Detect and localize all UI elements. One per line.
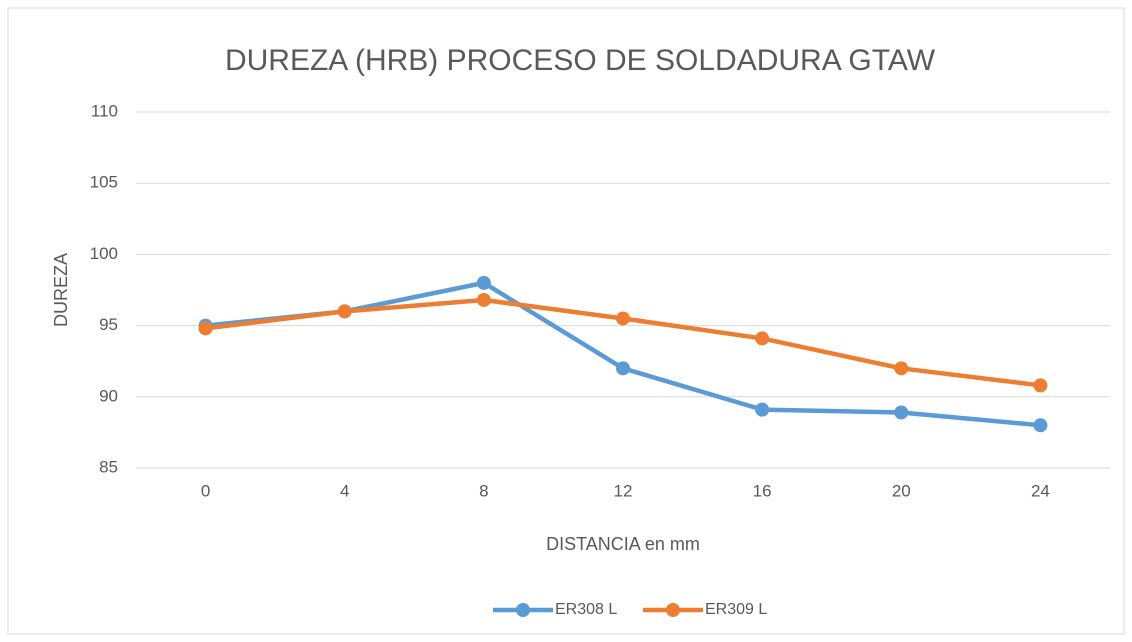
y-tick-label: 100 — [90, 244, 118, 263]
x-tick-label: 8 — [479, 481, 488, 500]
data-point — [894, 405, 909, 420]
x-tick-label: 24 — [1031, 481, 1050, 500]
y-axis-label: DUREZA — [51, 253, 71, 327]
chart-title: DUREZA (HRB) PROCESO DE SOLDADURA GTAW — [225, 44, 936, 77]
data-point — [337, 304, 352, 319]
data-point — [755, 402, 770, 417]
x-tick-label: 4 — [340, 481, 349, 500]
y-tick-label: 90 — [99, 386, 118, 405]
x-tick-label: 12 — [614, 481, 633, 500]
x-tick-label: 20 — [892, 481, 911, 500]
data-point — [1033, 378, 1048, 393]
x-tick-label: 16 — [753, 481, 772, 500]
data-point — [616, 311, 630, 326]
x-tick-label: 0 — [201, 481, 210, 500]
data-point — [476, 275, 491, 290]
y-tick-label: 110 — [91, 101, 118, 120]
data-point — [755, 331, 770, 346]
data-point — [1033, 418, 1048, 433]
y-tick-label: 85 — [99, 457, 118, 476]
x-axis-label: DISTANCIA en mm — [546, 534, 700, 554]
legend-marker — [666, 603, 680, 617]
data-point — [616, 361, 630, 376]
legend-label: ER308 L — [555, 601, 617, 618]
legend-label: ER309 L — [705, 601, 767, 618]
data-point — [198, 321, 213, 336]
legend-marker — [516, 603, 530, 617]
y-tick-label: 95 — [99, 315, 118, 334]
y-tick-label: 105 — [90, 173, 118, 192]
data-point — [476, 292, 491, 307]
data-point — [894, 361, 909, 376]
